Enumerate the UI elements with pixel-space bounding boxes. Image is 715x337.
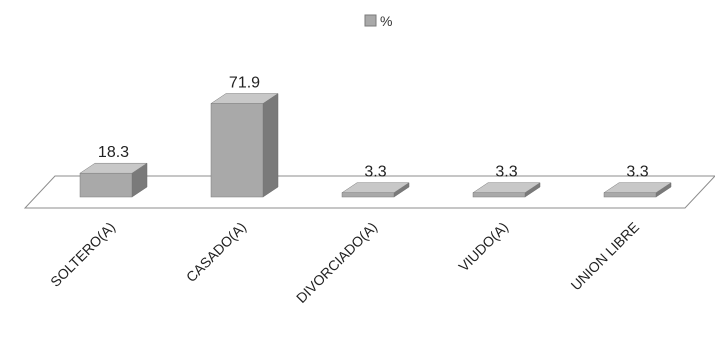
value-label: 3.3 bbox=[626, 164, 648, 181]
bar-top bbox=[341, 182, 410, 193]
bar-4 bbox=[472, 182, 541, 198]
bar-top bbox=[603, 182, 672, 193]
bar-2 bbox=[210, 93, 279, 198]
value-label: 71.9 bbox=[229, 75, 260, 92]
category-label: SOLTERO(A) bbox=[47, 219, 118, 290]
category-label: VIUDO(A) bbox=[455, 219, 511, 275]
legend-label: % bbox=[380, 13, 392, 29]
legend: % bbox=[364, 13, 392, 29]
bar-front bbox=[79, 172, 133, 198]
bar-front bbox=[603, 192, 657, 198]
category-label: CASADO(A) bbox=[183, 219, 249, 285]
bars-group bbox=[79, 93, 672, 198]
value-label: 3.3 bbox=[364, 164, 386, 181]
category-labels-group: SOLTERO(A) CASADO(A) DIVORCIADO(A) VIUDO(A)… bbox=[47, 219, 642, 306]
bar-front bbox=[472, 192, 526, 198]
value-labels-group: 18.3 71.9 3.3 3.3 3.3 bbox=[98, 75, 649, 181]
value-label: 18.3 bbox=[98, 144, 129, 161]
legend-swatch bbox=[364, 14, 377, 27]
bar-front bbox=[341, 192, 395, 198]
bar-top bbox=[79, 162, 148, 174]
value-label: 3.3 bbox=[495, 164, 517, 181]
bar-5 bbox=[603, 182, 672, 198]
bar-side bbox=[262, 93, 279, 198]
bar-top bbox=[472, 182, 541, 193]
bar-top bbox=[210, 93, 279, 104]
category-label: UNION LIBRE bbox=[568, 219, 643, 294]
bar-front bbox=[210, 103, 264, 198]
category-label: DIVORCIADO(A) bbox=[293, 219, 380, 306]
bar-3 bbox=[341, 182, 410, 198]
bar-1 bbox=[79, 162, 148, 198]
